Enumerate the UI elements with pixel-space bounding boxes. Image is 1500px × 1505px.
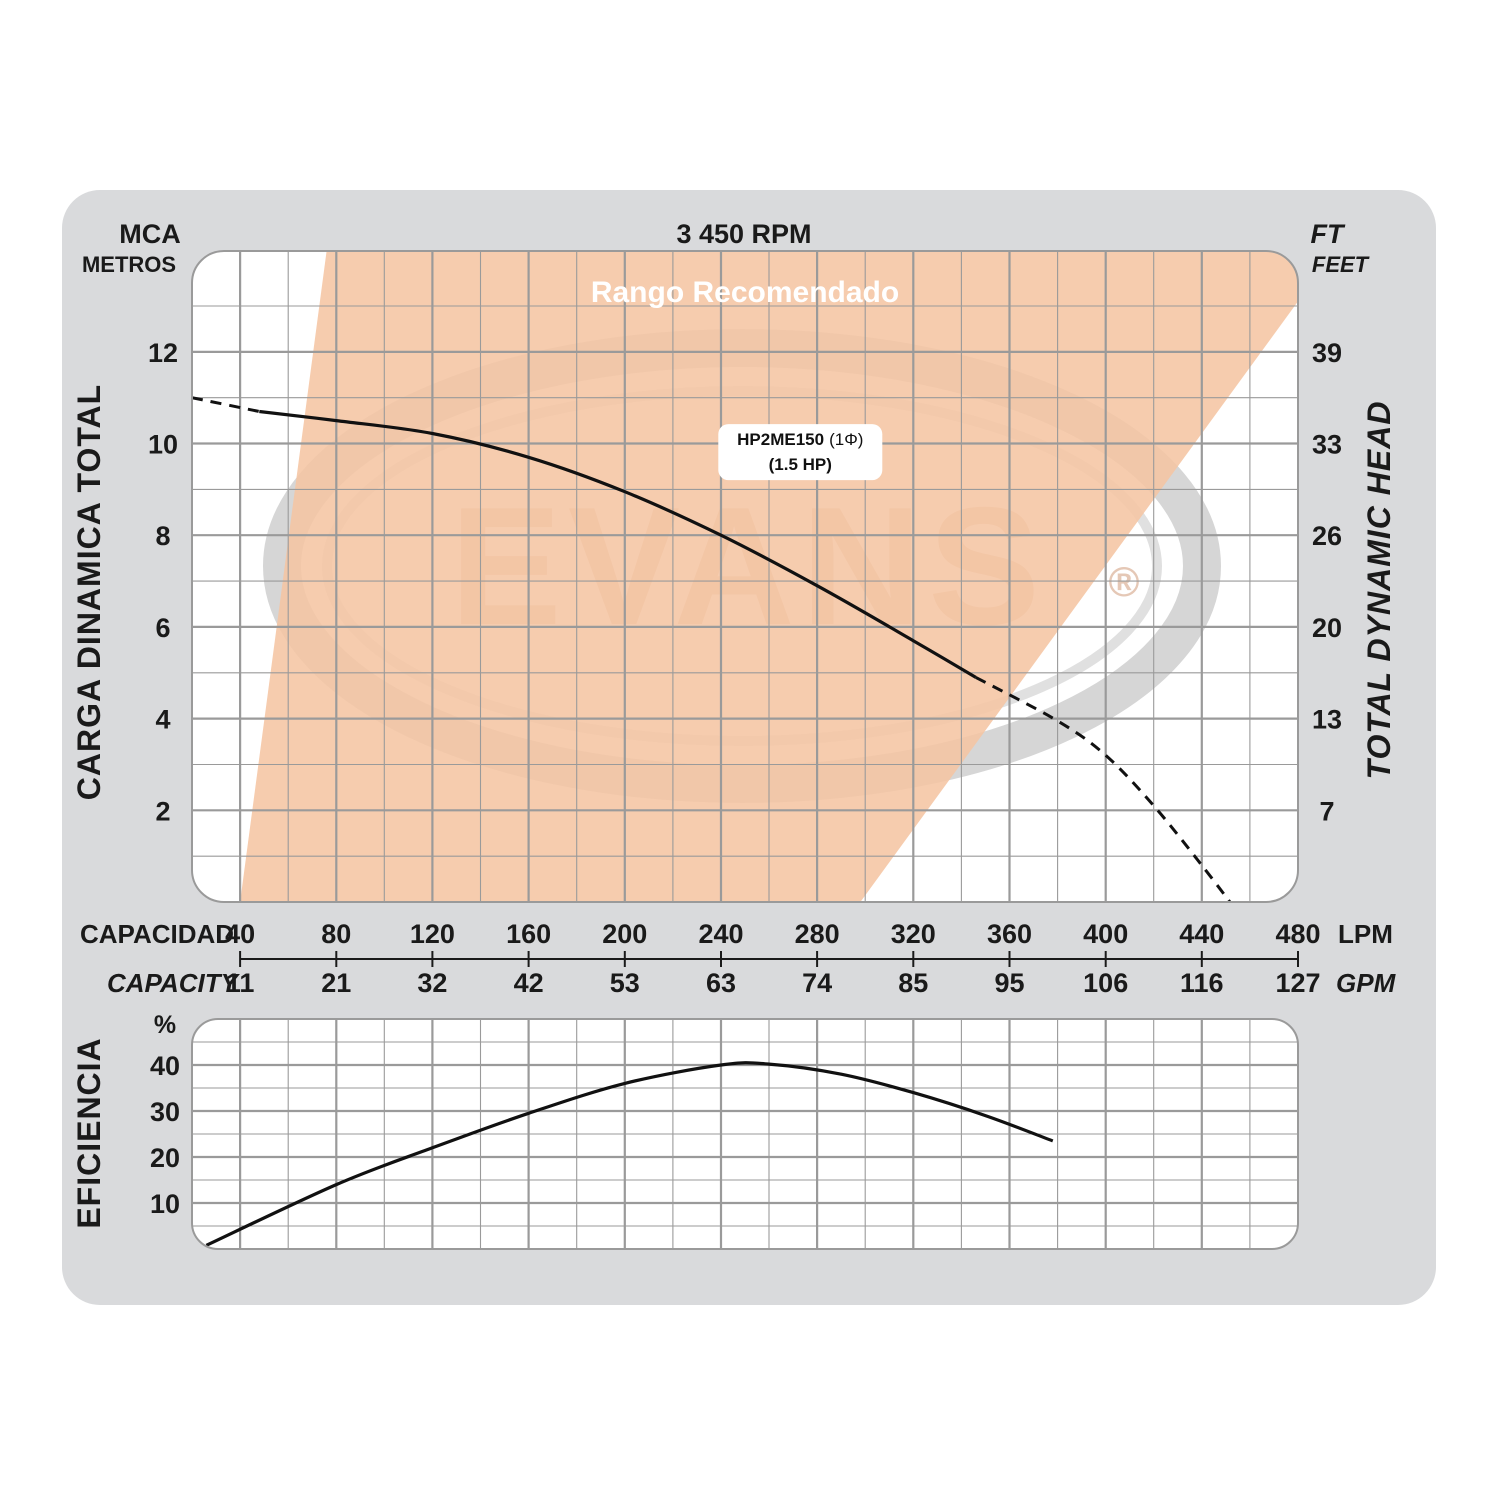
right-unit: FT (1311, 219, 1346, 249)
y-tick-label-left: 8 (155, 521, 170, 551)
x-tick-label: 120 (410, 919, 455, 949)
x-tick-label: 440 (1179, 919, 1224, 949)
x-tick-label: 320 (891, 919, 936, 949)
efficiency-tick-label: 40 (150, 1051, 180, 1081)
y-tick-label-left: 2 (155, 796, 170, 826)
x-tick-label: 80 (321, 919, 351, 949)
series-model: HP2ME150 (737, 430, 824, 449)
x-alt-tick-labels: 11 21 32 42 53 63 74 85 95 106 116 127 (226, 968, 1321, 998)
x-alt-tick-label: 106 (1083, 968, 1128, 998)
y-axis-title-left: CARGA DINAMICA TOTAL (71, 384, 107, 800)
chart-title: 3 450 RPM (676, 219, 811, 249)
efficiency-tick-labels: 10 20 30 40 (150, 1051, 180, 1219)
left-unit: MCA (119, 219, 181, 249)
x-tick-label: 280 (795, 919, 840, 949)
x-tick-labels: 40 80 120 160 200 240 280 320 360 400 440 480 (225, 919, 1320, 949)
x-tick-label: 160 (506, 919, 551, 949)
x-alt-tick-label: 32 (417, 968, 447, 998)
x-alt-tick-label: 74 (802, 968, 832, 998)
y-tick-label-right: 7 (1319, 796, 1334, 826)
x-alt-tick-label: 11 (226, 968, 255, 998)
y-tick-label-right: 26 (1312, 521, 1342, 551)
efficiency-curve (205, 1061, 1054, 1247)
x-tick-label: 240 (698, 919, 743, 949)
y-tick-label-right: 13 (1312, 705, 1342, 735)
recommended-range-label: Rango Recomendado (591, 276, 899, 309)
x-axis-unit: LPM (1338, 919, 1393, 949)
x-alt-tick-label: 21 (321, 968, 351, 998)
head-chart-border (191, 250, 1299, 903)
y-tick-label-left: 6 (155, 613, 170, 643)
head-curve-dashed-start (192, 396, 260, 413)
series-power: (1.5 HP) (769, 455, 832, 474)
efficiency-unit: % (154, 1011, 176, 1039)
x-alt-tick-label: 127 (1275, 968, 1320, 998)
head-curve-solid (259, 409, 977, 679)
y-tick-label-right: 20 (1312, 613, 1342, 643)
x-tick-label: 40 (225, 919, 255, 949)
efficiency-tick-label: 10 (150, 1189, 180, 1219)
x-tick-label: 360 (987, 919, 1032, 949)
x-alt-tick-label: 63 (706, 968, 736, 998)
head-curve-dashed-end (975, 676, 1242, 902)
y-tick-label-left: 4 (155, 705, 170, 735)
series-label-box (718, 424, 883, 481)
series-label: HP2ME150 (1Φ) (1.5 HP) (718, 424, 883, 481)
efficiency-chart-grid (192, 1019, 1298, 1249)
efficiency-axis-title: EFICIENCIA (71, 1037, 107, 1228)
x-alt-axis-unit: GPM (1336, 968, 1397, 998)
y-tick-label-left: 10 (148, 430, 178, 460)
x-alt-tick-label: 116 (1180, 968, 1224, 998)
head-curve (192, 396, 1242, 902)
efficiency-chart-border (191, 1018, 1299, 1250)
x-alt-axis-title: CAPACITY (107, 968, 241, 998)
y-tick-label-right: 33 (1312, 430, 1342, 460)
efficiency-curve-line (205, 1061, 1054, 1247)
x-alt-tick-label: 42 (514, 968, 544, 998)
x-tick-label: 200 (602, 919, 647, 949)
left-unit-sub: METROS (82, 252, 176, 277)
series-phase: (1Φ) (829, 430, 863, 449)
y-tick-label-right: 39 (1312, 338, 1342, 368)
x-alt-tick-label: 95 (994, 968, 1024, 998)
y-tick-label-left: 12 (148, 338, 178, 368)
efficiency-tick-label: 20 (150, 1143, 180, 1173)
x-axis-title: CAPACIDAD (80, 919, 234, 949)
y-axis-title-right: TOTAL DYNAMIC HEAD (1361, 401, 1397, 780)
x-alt-tick-label: 85 (898, 968, 928, 998)
series-label-line1: HP2ME150 (1Φ) (737, 430, 863, 449)
capacity-scale-rule (239, 951, 1299, 967)
y-tick-labels-left: 2 4 6 8 10 12 (148, 338, 178, 826)
x-alt-tick-label: 53 (610, 968, 640, 998)
x-tick-label: 480 (1275, 919, 1320, 949)
x-tick-label: 400 (1083, 919, 1128, 949)
y-tick-labels-right: 7 13 20 26 33 39 (1312, 338, 1342, 826)
efficiency-tick-label: 30 (150, 1097, 180, 1127)
right-unit-sub: FEET (1312, 252, 1370, 277)
